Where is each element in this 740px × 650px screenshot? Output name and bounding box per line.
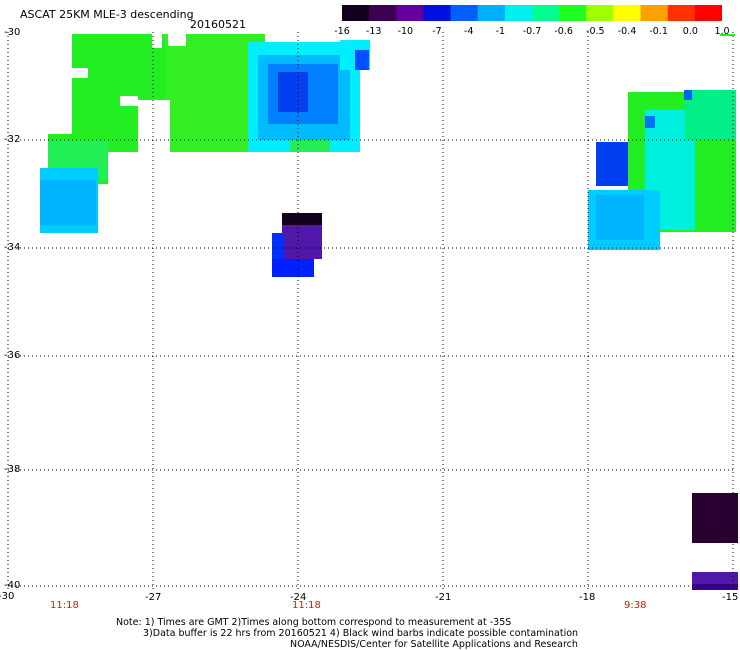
x-tick-3: -24: [290, 592, 307, 603]
time-label-2: 11:18: [292, 600, 321, 611]
right-swath: [588, 90, 738, 590]
x-tick-4: -21: [435, 592, 452, 603]
note-line-1: Note: 1) Times are GMT 2)Times along bot…: [116, 617, 512, 628]
time-label-1: 11:18: [50, 600, 79, 611]
x-tick-2: -27: [145, 592, 162, 603]
y-tick-6: -40: [4, 580, 21, 591]
colorbar-swatch: [477, 5, 506, 21]
colorbar-swatch: [423, 5, 452, 21]
colorbar-swatch: [613, 5, 642, 21]
colorbar-swatch: [694, 5, 722, 21]
y-tick-1: -30: [4, 27, 21, 38]
colorbar-swatch: [504, 5, 533, 21]
colorbar: [342, 5, 722, 21]
colorbar-swatch: [586, 5, 614, 21]
x-tick-6: -15: [722, 592, 739, 603]
note-line-3: NOAA/NESDIS/Center for Satellite Applica…: [290, 639, 578, 650]
x-tick-1: -30: [0, 591, 15, 602]
y-tick-2: -32: [4, 134, 21, 145]
x-tick-5: -18: [579, 592, 596, 603]
colorbar-label: -10: [397, 26, 414, 37]
left-swath: [40, 34, 370, 277]
colorbar-label: -0.6: [554, 26, 573, 37]
colorbar-label: -1: [495, 26, 506, 37]
colorbar-label: -0.4: [617, 26, 637, 37]
colorbar-label: -7: [432, 26, 442, 37]
colorbar-label: -16: [334, 26, 350, 37]
colorbar-swatch: [532, 5, 560, 21]
colorbar-swatch: [450, 5, 479, 21]
colorbar-swatch: [369, 5, 397, 21]
colorbar-swatch: [342, 5, 370, 21]
note-line-2: 3)Data buffer is 22 hrs from 20160521 4)…: [143, 628, 579, 639]
map-date: 20160521: [190, 18, 246, 31]
colorbar-label: 1.0: [714, 26, 730, 37]
colorbar-swatch: [640, 5, 669, 21]
colorbar-label: 0.0: [682, 26, 698, 37]
colorbar-swatch: [396, 5, 424, 21]
colorbar-label: -0.1: [649, 26, 668, 37]
colorbar-swatch: [667, 5, 696, 21]
time-label-3: 9:38: [624, 600, 647, 611]
map-title: ASCAT 25KM MLE-3 descending: [20, 8, 194, 21]
y-tick-3: -34: [4, 242, 21, 253]
colorbar-label: -13: [365, 26, 382, 37]
colorbar-label: -0.7: [522, 26, 542, 37]
graticule: [7, 32, 734, 592]
colorbar-swatch: [559, 5, 587, 21]
colorbar-label: -0.5: [586, 26, 605, 37]
y-tick-5: -38: [4, 464, 21, 475]
y-tick-4: -36: [4, 350, 21, 361]
colorbar-label: -4: [463, 26, 474, 37]
